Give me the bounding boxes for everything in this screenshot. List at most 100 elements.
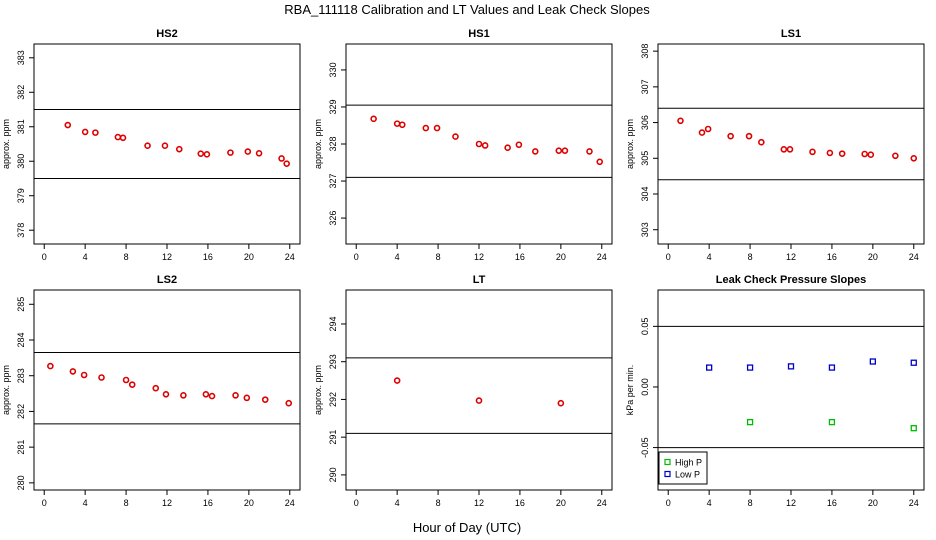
panel-3-point <box>826 149 834 157</box>
panel-2-point <box>596 158 604 166</box>
panel-6-y-tick-label: 0.00 <box>640 378 650 396</box>
panel-3-y-tick-label: 305 <box>640 151 650 166</box>
panel-3-x-tick-label: 24 <box>909 252 919 262</box>
panel-2-point <box>370 115 377 123</box>
panel-1-y-tick-label: 378 <box>16 223 26 238</box>
panel-5-y-axis-label: approx. ppm <box>313 365 323 415</box>
panel-6-point <box>869 358 876 365</box>
panel-6-title: Leak Check Pressure Slopes <box>716 274 866 286</box>
panel-1-point <box>244 148 252 155</box>
panel-3-y-tick-label: 308 <box>640 44 650 59</box>
panel-6-legend-label: High P <box>675 458 702 468</box>
panel-3-frame <box>657 43 925 245</box>
panel-1-point <box>203 151 211 158</box>
panel-4-point <box>162 390 170 398</box>
panel-3-y-tick-label: 306 <box>640 115 650 130</box>
panel-5-x-tick-label: 8 <box>436 498 441 508</box>
panel-1-point <box>64 121 72 129</box>
panel-2-y-tick-label: 328 <box>328 136 338 151</box>
panel-3-point <box>698 129 706 136</box>
panel-1-y-tick-label: 383 <box>16 50 26 65</box>
panel-2-frame <box>345 43 613 245</box>
panel-4-point <box>47 362 54 370</box>
panel-4-title: LS2 <box>157 274 177 286</box>
panel-3-point <box>910 154 918 162</box>
panel-1-point <box>197 150 205 157</box>
panel-4-point <box>180 392 187 399</box>
panel-6-legend-box <box>658 451 708 485</box>
panel-2-point <box>433 124 441 132</box>
panel-3-x-tick-label: 8 <box>748 252 753 262</box>
panel-4-point <box>98 374 105 381</box>
panel-4-point <box>80 371 88 379</box>
panel-6-point <box>828 418 836 426</box>
panel-1-title: HS2 <box>156 28 177 40</box>
panel-1-point <box>119 134 127 142</box>
panel-2-point <box>452 133 459 140</box>
panel-4-point <box>202 390 210 398</box>
panel-1-point <box>114 133 122 141</box>
panel-5-y-tick-label: 290 <box>328 467 338 482</box>
panel-5-title: LT <box>473 274 486 286</box>
panel-1-y-tick-label: 379 <box>16 188 26 203</box>
panel-6-point <box>787 363 795 370</box>
panel-3-y-tick-label: 304 <box>640 186 650 201</box>
panel-2-point <box>531 148 539 155</box>
panel-2-x-tick-label: 12 <box>474 252 484 262</box>
panel-1-y-tick-label: 380 <box>16 154 26 169</box>
panel-2-point <box>422 124 430 132</box>
panel-3-y-tick-label: 307 <box>640 79 650 94</box>
panel-2-point <box>586 148 593 155</box>
panel-1-point <box>283 160 291 167</box>
panel-2-point <box>398 121 406 129</box>
panel-6-point <box>910 425 917 432</box>
panel-4-x-tick-label: 12 <box>162 498 172 508</box>
panel-4-point <box>69 368 77 375</box>
panel-6-legend-label: Low P <box>675 470 700 480</box>
panel-1-y-tick-label: 381 <box>16 119 26 134</box>
panel-3-point <box>677 117 684 125</box>
panel-5-point <box>557 399 565 407</box>
panel-1-point <box>92 129 99 136</box>
panel-3-point <box>892 152 899 160</box>
panel-5-point <box>475 397 483 404</box>
panel-1-point <box>175 145 183 153</box>
panel-2-point <box>515 141 523 149</box>
panel-1-point <box>144 142 151 150</box>
panel-4-x-tick-label: 20 <box>244 498 254 508</box>
panel-2-x-tick-label: 24 <box>597 252 607 262</box>
panel-5-y-tick-label: 294 <box>328 316 338 331</box>
panel-3-point <box>758 138 765 146</box>
panel-5-point <box>393 377 401 384</box>
panel-4-point <box>285 399 293 407</box>
panel-1-y-tick-label: 382 <box>16 85 26 100</box>
panel-3-x-tick-label: 4 <box>707 252 712 262</box>
panel-4-y-tick-label: 282 <box>16 404 26 419</box>
panel-6-x-tick-label: 4 <box>707 498 712 508</box>
panel-2-x-tick-label: 0 <box>354 252 359 262</box>
panel-3-y-axis-label: approx. ppm <box>625 119 635 169</box>
panel-6-y-tick-label: -0.05 <box>640 437 650 458</box>
panel-1-x-tick-label: 4 <box>83 252 88 262</box>
panel-2-x-tick-label: 4 <box>395 252 400 262</box>
figure-title: RBA_111118 Calibration and LT Values and… <box>284 2 650 17</box>
panel-1-x-tick-label: 20 <box>244 252 254 262</box>
panel-3-point <box>745 132 753 140</box>
panel-5-x-tick-label: 24 <box>597 498 607 508</box>
panel-4-point <box>261 396 269 403</box>
x-axis-label: Hour of Day (UTC) <box>413 520 521 535</box>
panel-2-y-tick-label: 329 <box>328 99 338 114</box>
panel-6-point <box>706 364 713 371</box>
panel-3-x-tick-label: 0 <box>666 252 671 262</box>
panel-2-point <box>504 144 511 152</box>
panel-4-y-tick-label: 283 <box>16 368 26 383</box>
panel-6-x-tick-label: 20 <box>868 498 878 508</box>
panel-4-x-tick-label: 4 <box>83 498 88 508</box>
panel-3-x-tick-label: 20 <box>868 252 878 262</box>
panel-1-y-axis-label: approx. ppm <box>1 119 11 169</box>
panel-2-y-tick-label: 327 <box>328 174 338 189</box>
panel-4-point <box>232 392 239 399</box>
panel-2-y-axis-label: approx. ppm <box>313 119 323 169</box>
panel-5-x-tick-label: 12 <box>474 498 484 508</box>
